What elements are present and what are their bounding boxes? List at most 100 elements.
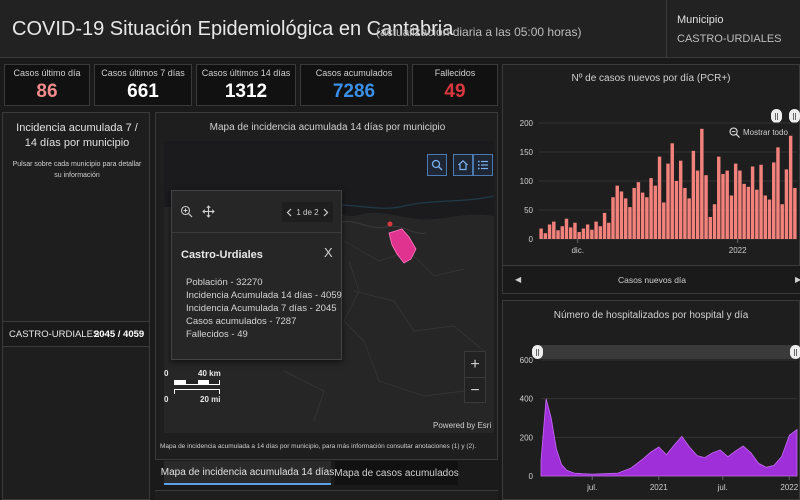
scroll-right-icon[interactable]: ▶	[795, 275, 800, 284]
bar	[725, 170, 729, 239]
bar	[657, 156, 662, 239]
kpi-casos-ultimos-14-dias: Casos últimos 14 días 1312	[196, 64, 296, 106]
kpi-value: 7286	[332, 81, 376, 102]
bar	[793, 187, 797, 239]
chart-title: Número de hospitalizados por hospital y …	[553, 310, 749, 321]
bar	[666, 163, 670, 239]
zoom-control: + −	[464, 351, 486, 403]
x-tick-label: 2022	[780, 483, 798, 492]
list-item-value: 2045 / 4059	[94, 329, 145, 340]
chart-scrollbar[interactable]: ◀ Casos nuevos día ▶	[503, 265, 800, 293]
bar	[746, 186, 751, 239]
bar	[662, 202, 666, 239]
tab-incidencia-14-dias[interactable]: Mapa de incidencia acumulada 14 días	[161, 461, 334, 485]
zoom-to-button[interactable]	[180, 205, 193, 223]
scale-zero-km: 0	[164, 369, 169, 378]
y-tick-label: 600	[520, 356, 534, 365]
bar	[674, 181, 679, 239]
bar	[632, 187, 636, 239]
show-all-label: Mostrar todo	[743, 128, 788, 137]
home-button[interactable]	[453, 154, 473, 176]
x-tick-label: jul.	[586, 483, 597, 492]
area-series	[540, 398, 798, 477]
municipality-selector[interactable]: Municipio CASTRO-URDIALES	[666, 0, 800, 58]
slider-handle-icon[interactable]	[790, 345, 800, 359]
x-tick-label: 2021	[650, 483, 668, 492]
list-item-municipality: CASTRO-URDIALES -	[9, 329, 106, 340]
bar	[780, 204, 784, 239]
slider-handle-icon[interactable]	[789, 109, 800, 123]
range-slider-track[interactable]	[537, 345, 799, 359]
bar	[607, 222, 611, 239]
bar	[721, 174, 725, 239]
bar	[767, 199, 772, 239]
popup-details: Población - 32270 Incidencia Acumulada 1…	[186, 276, 342, 341]
bar	[590, 229, 594, 239]
show-all-button[interactable]: Mostrar todo	[729, 127, 788, 138]
hospitalized-chart-panel: Número de hospitalizados por hospital y …	[502, 300, 800, 500]
bar	[729, 195, 734, 239]
x-tick-label: 2022	[729, 246, 747, 255]
scale-zero-mi: 0	[164, 395, 169, 404]
page-subtitle: (actualización diaria a las 05:00 horas)	[376, 25, 582, 39]
bar	[708, 216, 713, 239]
bar	[564, 218, 569, 239]
kpi-value: 661	[127, 81, 159, 102]
bar	[623, 198, 628, 239]
scroll-left-icon[interactable]: ◀	[515, 275, 522, 284]
move-button[interactable]	[202, 205, 215, 223]
kpi-label: Casos acumulados	[315, 68, 393, 78]
magnifier-minus-icon	[729, 127, 740, 138]
kpi-label: Casos últimos 7 días	[101, 68, 185, 78]
popup-line: Casos acumulados - 7287	[186, 316, 297, 327]
kpi-value: 1312	[224, 81, 268, 102]
bar	[691, 150, 696, 239]
popup-toolbar: 1 de 2	[172, 191, 341, 233]
bar	[581, 228, 586, 239]
bar	[784, 169, 789, 239]
kpi-casos-ultimo-dia: Casos último día 86	[4, 64, 90, 106]
zoom-out-icon[interactable]: −	[465, 377, 485, 402]
bar	[636, 182, 641, 239]
zoom-in-icon[interactable]: +	[470, 356, 480, 373]
list-item[interactable]: CASTRO-URDIALES - 2045 / 4059	[3, 321, 149, 347]
y-tick-label: 0	[529, 472, 534, 481]
bar	[776, 147, 780, 239]
chevron-left-icon[interactable]	[286, 208, 292, 217]
scale-bar-graphic-mi	[174, 389, 220, 394]
slider-handle-icon[interactable]	[771, 109, 782, 123]
bar	[733, 163, 738, 239]
hospitalized-chart: 0 200 400 600 jul. 2021 jul. 2022	[520, 356, 799, 492]
list-icon	[477, 160, 488, 170]
legend-list-button[interactable]	[473, 154, 493, 176]
attribution[interactable]: Powered by Esri	[433, 421, 492, 430]
map-view[interactable]: 1 de 2 Castro-Urdiales X Población - 322…	[164, 141, 494, 433]
x-tick-label: dic.	[571, 246, 583, 255]
header: COVID-19 Situación Epidemiológica en Can…	[0, 0, 800, 58]
y-tick-label: 200	[520, 119, 534, 128]
slider-handle-icon[interactable]	[532, 345, 543, 359]
municipality-value: CASTRO-URDIALES	[677, 33, 782, 45]
chart-title: Nº de casos nuevos por día (PCR+)	[571, 73, 731, 84]
close-icon[interactable]: X	[324, 245, 333, 260]
bar	[700, 128, 704, 239]
bar	[742, 183, 746, 239]
bar	[543, 233, 548, 239]
y-tick-label: 0	[529, 235, 534, 244]
chevron-right-icon[interactable]	[323, 208, 329, 217]
bar	[539, 228, 543, 239]
y-tick-label: 150	[520, 148, 534, 157]
bar	[615, 185, 619, 239]
search-icon	[431, 159, 443, 171]
bar	[687, 198, 691, 239]
x-tick-label: jul.	[717, 483, 728, 492]
bar	[750, 166, 755, 239]
bar	[573, 222, 577, 239]
search-button[interactable]	[427, 154, 447, 176]
bar	[788, 135, 793, 239]
kpi-value: 49	[444, 81, 466, 102]
popup-pager: 1 de 2	[282, 202, 333, 222]
tab-casos-acumulados[interactable]: Mapa de casos acumulados	[334, 461, 459, 485]
page-title: COVID-19 Situación Epidemiológica en Can…	[12, 18, 454, 40]
panel-footer	[155, 490, 498, 500]
